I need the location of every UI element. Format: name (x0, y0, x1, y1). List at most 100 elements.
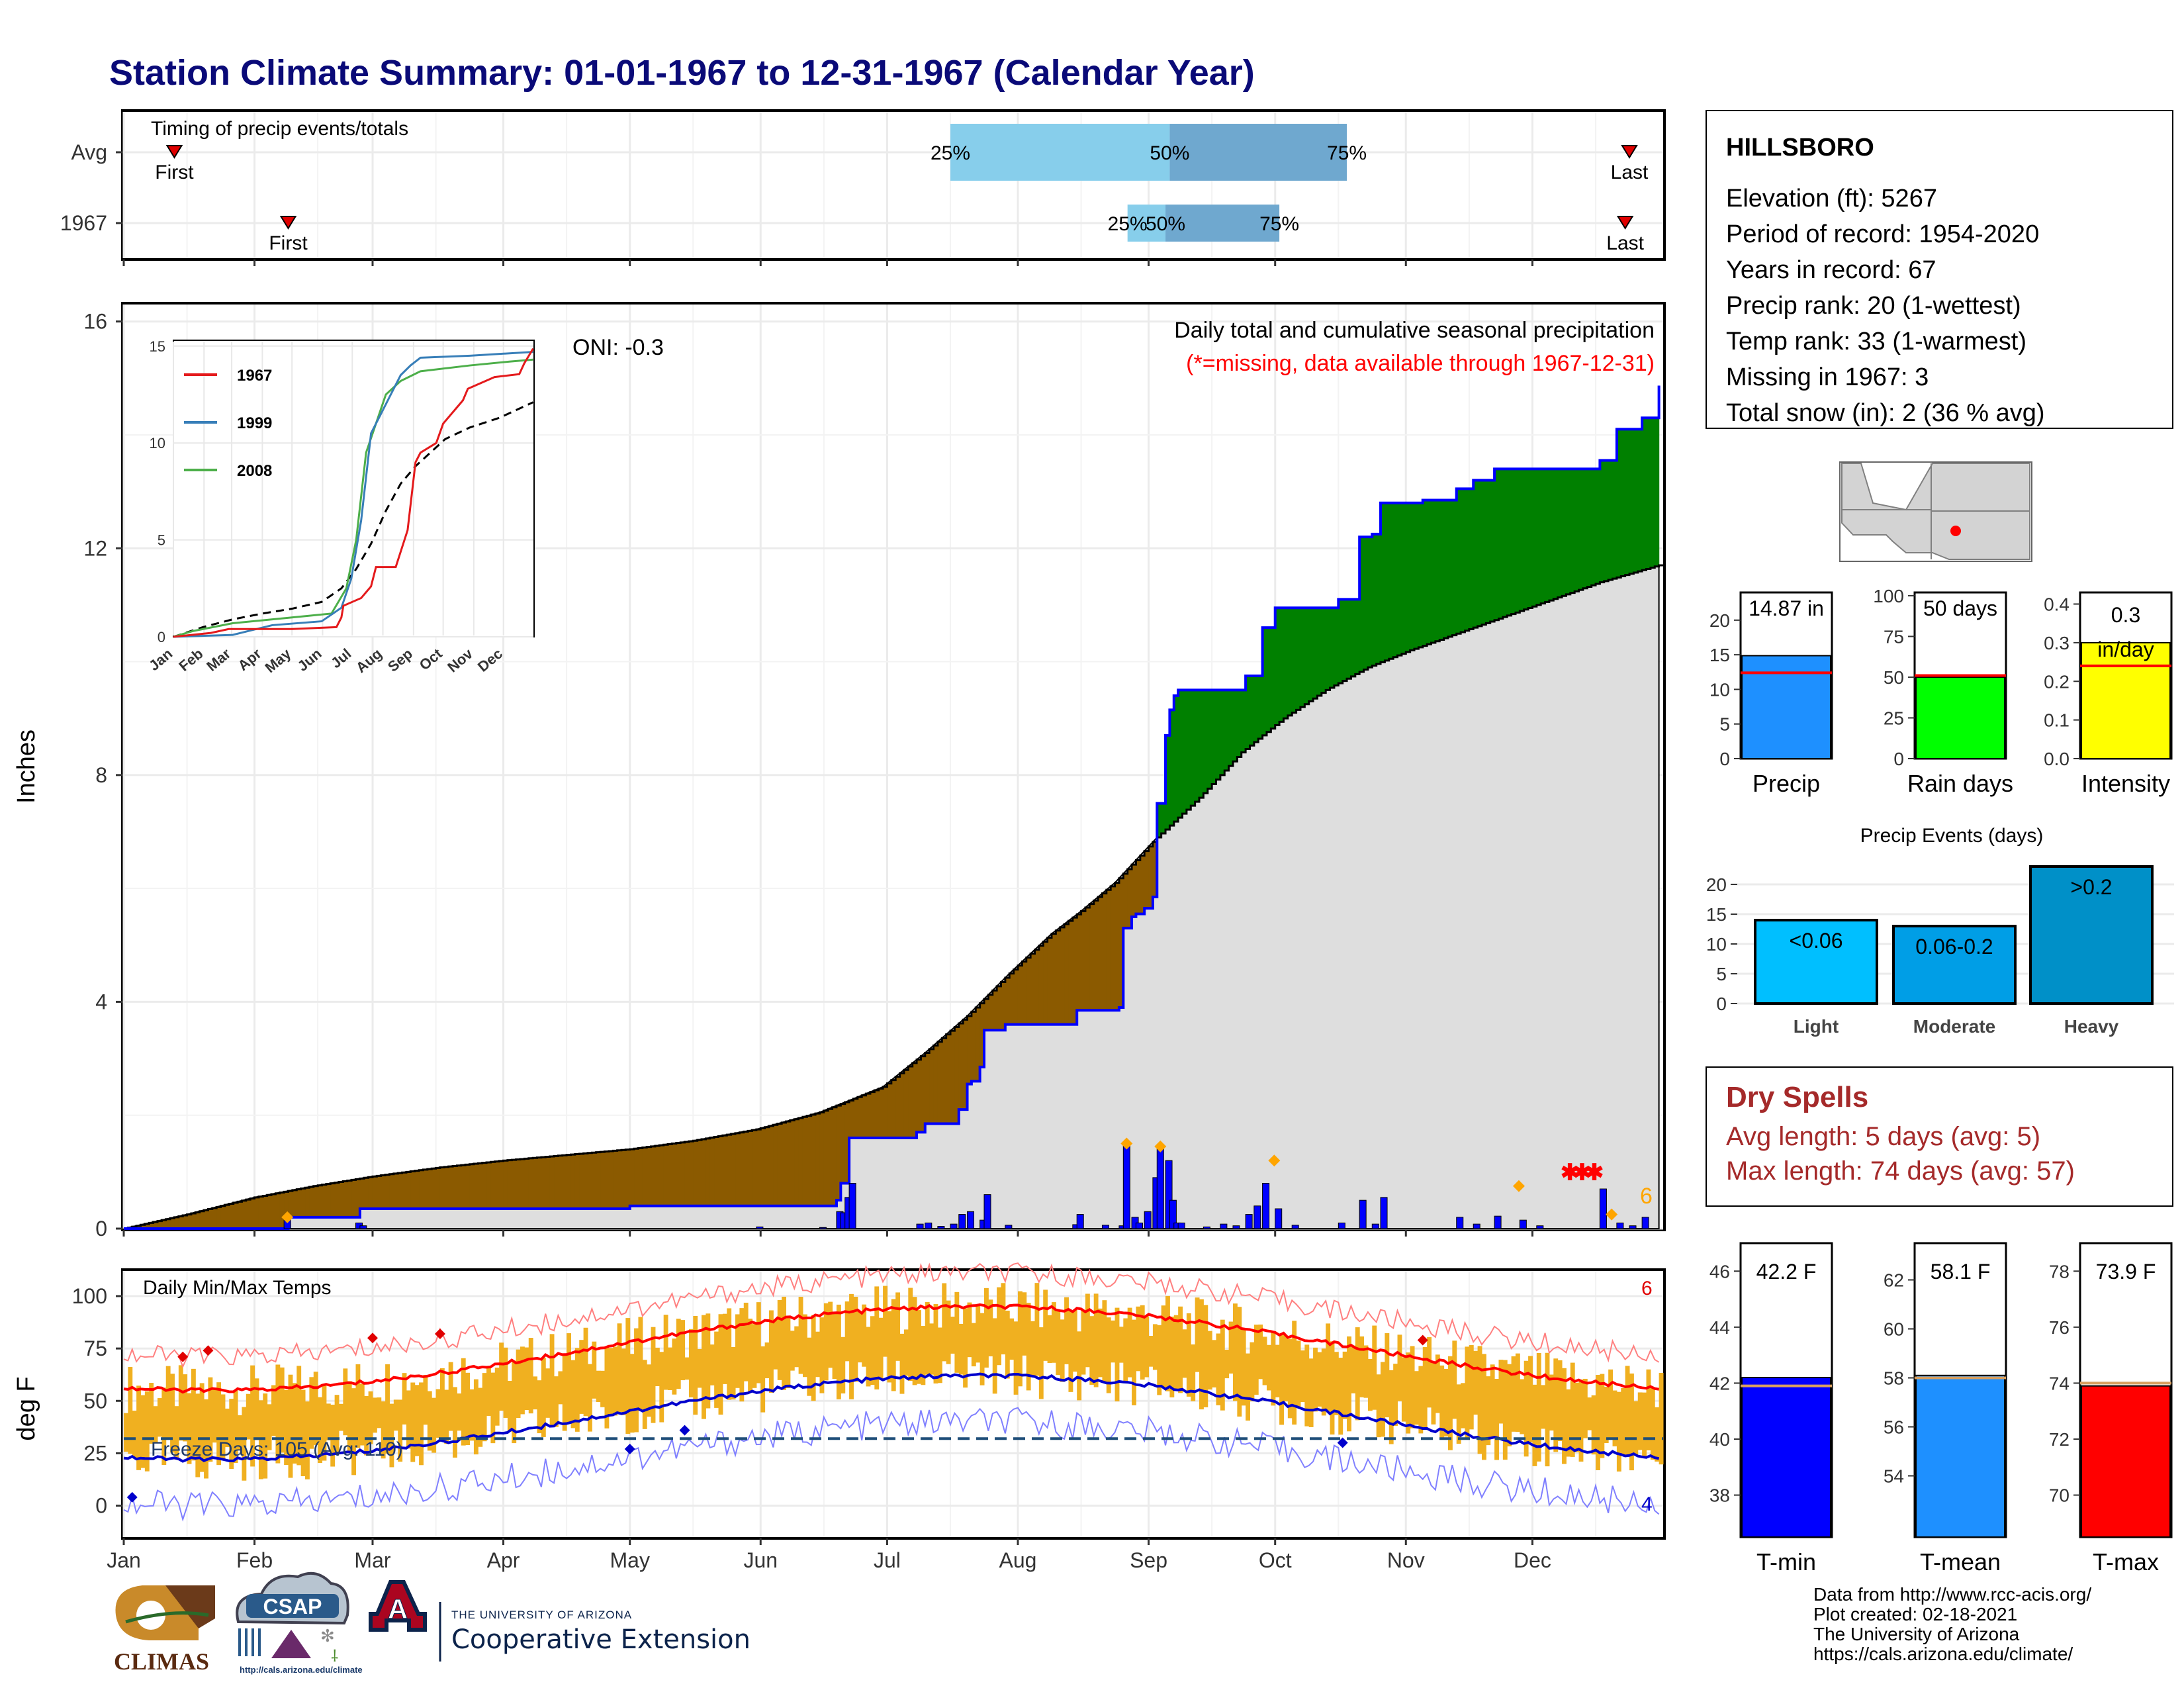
below-normal-fill (486, 1162, 492, 1209)
daily-temp-range-bar (507, 1380, 512, 1432)
above-normal-fill (1461, 489, 1466, 633)
below-normal-fill (1123, 873, 1128, 929)
month-label: Sep (1130, 1548, 1167, 1572)
temp-ytick: 25 (83, 1441, 107, 1465)
daily-temp-range-bar (178, 1365, 183, 1441)
daily-record-diamond (1512, 1180, 1525, 1192)
daily-temp-range-bar (752, 1324, 757, 1388)
below-normal-fill (702, 1139, 707, 1206)
daily-temp-range-bar (946, 1300, 951, 1364)
daily-temp-range-bar (832, 1313, 837, 1379)
daily-temp-range-bar (124, 1413, 128, 1452)
below-normal-fill (322, 1184, 327, 1217)
daily-temp-range-bar (1127, 1307, 1132, 1378)
inset-ytick: 15 (150, 338, 165, 355)
daily-record-diamond (1268, 1154, 1281, 1167)
below-normal-fill (439, 1167, 445, 1209)
above-normal-fill (1351, 599, 1356, 677)
temp-gauge-tick: 70 (2049, 1485, 2070, 1506)
below-normal-fill (554, 1156, 559, 1209)
daily-temp-range-bar (170, 1374, 175, 1453)
inset-legend-label: 1999 (237, 414, 272, 432)
above-normal-fill (1279, 608, 1285, 722)
daily-temp-range-bar (1566, 1389, 1571, 1457)
daily-temp-range-bar (292, 1383, 297, 1464)
daily-temp-range-bar (1224, 1350, 1230, 1379)
above-normal-fill (1591, 469, 1596, 586)
daily-temp-range-bar (1132, 1319, 1136, 1405)
below-normal-fill (435, 1168, 441, 1209)
daily-temp-range-bar (722, 1313, 727, 1384)
timing-p75-label: 75% (1327, 142, 1367, 164)
daily-temp-range-bar (1246, 1353, 1250, 1421)
above-normal-fill (1342, 599, 1347, 681)
above-normal-fill (1520, 469, 1525, 612)
below-normal-fill (212, 1207, 217, 1229)
above-normal-fill (1650, 418, 1655, 568)
temp-gauge-name: T-mean (1920, 1548, 2001, 1575)
daily-temp-range-bar (655, 1347, 660, 1386)
daily-temp-range-bar (533, 1376, 538, 1410)
daily-temp-range-bar (1186, 1313, 1191, 1397)
below-normal-fill (748, 1131, 753, 1206)
below-normal-fill (917, 1059, 922, 1133)
above-normal-fill (1414, 502, 1419, 649)
temp-gauge-value: 58.1 F (1931, 1260, 1991, 1284)
record-high-diamond (434, 1328, 445, 1339)
above-normal-fill (1515, 469, 1520, 613)
temp-gauge-bar (1915, 1374, 2005, 1538)
climas-logo: CLIMAS (114, 1585, 215, 1675)
gauge-tick: 25 (1884, 708, 1904, 728)
below-normal-fill (836, 1105, 841, 1201)
gauge-unit-label: in/day (2097, 637, 2154, 661)
gauge-tick: 50 (1884, 667, 1904, 688)
above-normal-fill (1216, 690, 1221, 780)
below-normal-fill (377, 1176, 382, 1209)
timing-box-upper (1165, 205, 1280, 242)
below-normal-fill (1132, 865, 1137, 917)
daily-temp-range-bar (1165, 1295, 1170, 1391)
below-normal-fill (596, 1152, 601, 1209)
daily-temp-range-bar (427, 1391, 432, 1451)
above-normal-fill (1385, 502, 1390, 661)
above-normal-fill (1566, 469, 1571, 594)
below-normal-fill (140, 1225, 146, 1229)
daily-temp-range-bar (322, 1385, 327, 1461)
below-normal-fill (735, 1133, 740, 1206)
daily-temp-range-bar (971, 1323, 976, 1367)
above-normal-fill (1253, 675, 1259, 743)
below-normal-fill (427, 1169, 432, 1209)
daily-temp-range-bar (1072, 1309, 1077, 1372)
below-normal-fill (469, 1164, 475, 1209)
daily-precip-bar (950, 1223, 958, 1229)
daily-temp-range-bar (187, 1393, 192, 1464)
temp-gauge-value: 73.9 F (2096, 1260, 2156, 1284)
daily-temp-range-bar (988, 1299, 993, 1356)
daily-temp-range-bar (1123, 1318, 1128, 1383)
below-normal-fill (1043, 941, 1048, 1025)
below-normal-fill (815, 1113, 821, 1206)
above-normal-fill (1596, 469, 1601, 584)
below-normal-fill (705, 1138, 711, 1206)
station-location-marker (1950, 526, 1961, 536)
below-normal-fill (372, 1176, 377, 1209)
daily-temp-range-bar (435, 1389, 441, 1438)
daily-precip-bar (848, 1182, 856, 1229)
daily-temp-range-bar (1111, 1320, 1116, 1363)
daily-temp-range-bar (499, 1342, 504, 1411)
events-category: Heavy (2064, 1016, 2119, 1037)
precip-ytick: 8 (95, 763, 107, 787)
daily-temp-range-bar (714, 1331, 719, 1408)
below-normal-fill (512, 1160, 517, 1209)
daily-temp-range-bar (887, 1311, 892, 1383)
above-normal-fill (1376, 534, 1381, 664)
above-normal-fill (1266, 628, 1271, 732)
events-bar-label: >0.2 (2070, 875, 2112, 899)
below-normal-fill (929, 1049, 934, 1124)
daily-temp-range-bar (1469, 1345, 1474, 1430)
daily-temp-range-bar (355, 1364, 361, 1448)
below-normal-fill (862, 1095, 867, 1138)
below-normal-fill (170, 1218, 175, 1229)
